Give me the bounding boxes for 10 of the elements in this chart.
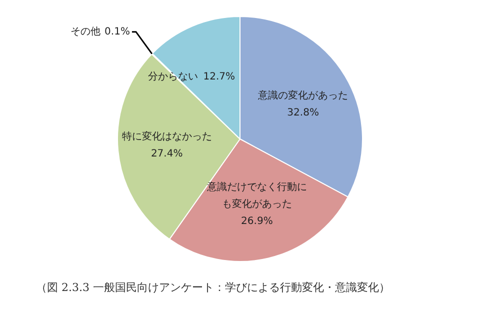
data-label: 26.9% xyxy=(241,216,273,228)
data-label: 27.4% xyxy=(150,148,183,160)
slice-label: 特に変化はなかった xyxy=(122,130,212,143)
slice-label: 意識だけでなく行動にも変化があった xyxy=(206,181,307,210)
slice-label: 意識の変化があった xyxy=(257,89,348,102)
data-label: 12.7% xyxy=(203,72,235,83)
slice-label: その他 xyxy=(70,25,101,38)
text: （図 2.3.3 一般国民向けアンケート：学びによる行動変化・意識変化） xyxy=(35,280,391,295)
data-label: 0.1% xyxy=(104,26,130,38)
data-label: 32.8% xyxy=(287,107,319,118)
